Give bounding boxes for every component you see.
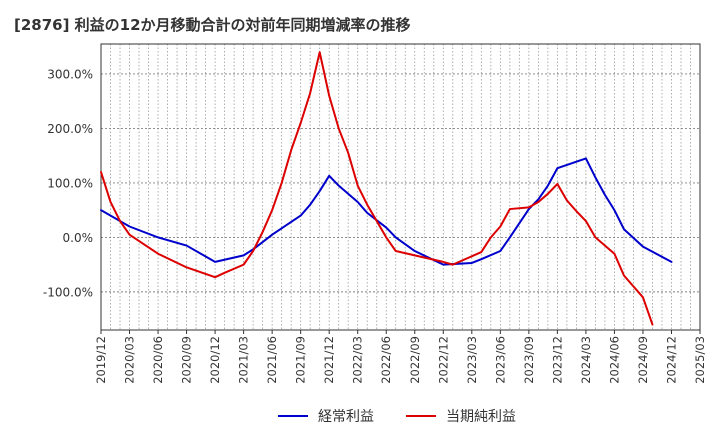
y-tick-label: -100.0% bbox=[43, 285, 93, 299]
x-tick-label: 2022/06 bbox=[379, 336, 393, 384]
x-tick-label: 2023/12 bbox=[550, 336, 564, 384]
legend-swatch-junrieki bbox=[406, 415, 436, 417]
plot-area bbox=[101, 44, 700, 330]
y-tick-label: 100.0% bbox=[47, 176, 93, 190]
x-tick-label: 2021/03 bbox=[237, 336, 251, 384]
x-tick-label: 2024/06 bbox=[607, 336, 621, 384]
series-line-0 bbox=[100, 157, 673, 266]
x-tick-label: 2020/03 bbox=[123, 336, 137, 384]
y-tick-label: 300.0% bbox=[47, 67, 93, 81]
series-line-1 bbox=[100, 51, 654, 326]
chart-title: [2876] 利益の12か月移動合計の対前年同期増減率の推移 bbox=[14, 16, 411, 34]
x-tick-label: 2021/09 bbox=[294, 336, 308, 384]
x-tick-label: 2021/06 bbox=[265, 336, 279, 384]
x-tick-label: 2020/09 bbox=[180, 336, 194, 384]
legend-label-junrieki: 当期純利益 bbox=[446, 409, 516, 425]
x-tick-label: 2020/06 bbox=[151, 336, 165, 384]
x-tick-label: 2021/12 bbox=[322, 336, 336, 384]
x-tick-label: 2022/09 bbox=[408, 336, 422, 384]
y-tick-label: 0.0% bbox=[63, 231, 94, 245]
x-tick-label: 2024/12 bbox=[664, 336, 678, 384]
x-tick-label: 2022/03 bbox=[351, 336, 365, 384]
legend-label-keijo: 経常利益 bbox=[318, 409, 374, 425]
chart-legend: 経常利益 当期純利益 bbox=[0, 404, 720, 428]
x-tick-label: 2019/12 bbox=[94, 336, 108, 384]
x-tick-label: 2020/12 bbox=[208, 336, 222, 384]
x-tick-label: 2023/06 bbox=[493, 336, 507, 384]
plot-frame bbox=[100, 43, 701, 331]
legend-item-keijo: 経常利益 bbox=[278, 404, 374, 428]
x-tick-label: 2023/03 bbox=[465, 336, 479, 384]
legend-swatch-keijo bbox=[278, 415, 308, 417]
x-tick-label: 2024/09 bbox=[636, 336, 650, 384]
x-tick-label: 2025/03 bbox=[693, 336, 707, 384]
x-tick-label: 2024/03 bbox=[579, 336, 593, 384]
legend-item-junrieki: 当期純利益 bbox=[406, 404, 516, 428]
y-tick-label: 200.0% bbox=[47, 122, 93, 136]
x-tick-label: 2022/12 bbox=[436, 336, 450, 384]
x-tick-label: 2023/09 bbox=[522, 336, 536, 384]
